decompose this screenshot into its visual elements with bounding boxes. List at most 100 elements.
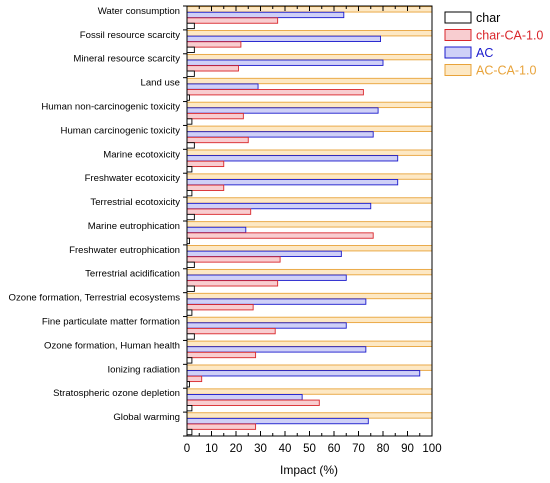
bar-char-7 bbox=[186, 190, 193, 197]
bar-char-ca-1-0-15 bbox=[186, 375, 203, 383]
x-axis-title: Impact (%) bbox=[280, 463, 338, 477]
bar-ac-ca-1-0-14 bbox=[186, 340, 433, 347]
bar-char-4 bbox=[186, 118, 193, 125]
category-label: Water consumption bbox=[98, 6, 180, 17]
x-tick-label: 60 bbox=[328, 443, 341, 455]
bar-ac-ca-1-0-9 bbox=[186, 221, 433, 228]
bar-ac-ca-1-0-12 bbox=[186, 292, 433, 300]
legend-swatch-ac-ca-1-0 bbox=[444, 64, 472, 76]
bar-ac-10 bbox=[186, 250, 342, 257]
bar-ac-ca-1-0-17 bbox=[186, 412, 433, 419]
bar-ac-13 bbox=[186, 322, 347, 329]
bar-ac-15 bbox=[186, 370, 421, 377]
category-label: Fossil resource scarcity bbox=[80, 30, 180, 41]
category-label: Ozone formation, Human health bbox=[44, 340, 180, 351]
bar-char-ca-1-0-9 bbox=[186, 232, 374, 239]
bar-char-17 bbox=[186, 428, 193, 436]
bar-ac-ca-1-0-6 bbox=[186, 149, 433, 156]
bar-ac-0 bbox=[186, 11, 345, 19]
category-label: Fine particulate matter formation bbox=[42, 317, 180, 328]
bar-char-ca-1-0-4 bbox=[186, 112, 244, 120]
bar-ac-ca-1-0-8 bbox=[186, 197, 433, 204]
bar-ac-9 bbox=[186, 226, 247, 234]
bar-char-ca-1-0-6 bbox=[186, 160, 225, 168]
bar-char-ca-1-0-7 bbox=[186, 184, 225, 191]
bar-ac-ca-1-0-2 bbox=[186, 53, 433, 61]
bar-ac-ca-1-0-5 bbox=[186, 125, 433, 132]
bar-ac-ca-1-0-1 bbox=[186, 30, 433, 37]
bar-ac-ca-1-0-3 bbox=[186, 77, 433, 85]
legend-swatch-char bbox=[444, 11, 472, 24]
bar-char-2 bbox=[186, 70, 195, 77]
bar-ac-7 bbox=[186, 179, 399, 186]
bar-char-ca-1-0-17 bbox=[186, 423, 257, 430]
bars-layer bbox=[186, 6, 433, 436]
legend-label: char bbox=[476, 11, 500, 25]
legend: char char-CA-1.0 AC AC-CA-1.0 bbox=[444, 11, 543, 78]
category-label: Ozone formation, Terrestrial ecosystems bbox=[8, 293, 180, 304]
bar-ac-8 bbox=[186, 202, 372, 210]
bar-ac-ca-1-0-7 bbox=[186, 173, 433, 180]
bar-char-5 bbox=[186, 142, 195, 149]
bar-char-14 bbox=[186, 357, 193, 364]
bar-char-ca-1-0-13 bbox=[186, 327, 276, 335]
category-label: Land use bbox=[141, 78, 180, 89]
bar-ac-14 bbox=[186, 346, 367, 353]
category-label: Stratospheric ozone depletion bbox=[53, 388, 180, 399]
bar-ac-ca-1-0-13 bbox=[186, 316, 433, 324]
legend-swatch-char-ca-1-0 bbox=[444, 29, 472, 41]
x-tick-label: 10 bbox=[205, 443, 218, 455]
bar-char-6 bbox=[186, 166, 193, 173]
axis-layer: 0 10 20 30 40 50 60 70 80 90 100 bbox=[183, 5, 442, 455]
bar-char-ca-1-0-12 bbox=[186, 304, 254, 311]
bar-char-ca-1-0-10 bbox=[186, 256, 281, 263]
bar-char-10 bbox=[186, 261, 195, 268]
bar-char-ca-1-0-16 bbox=[186, 399, 320, 406]
x-tick-label: 100 bbox=[422, 443, 441, 455]
category-label: Marine eutrophication bbox=[88, 221, 180, 232]
bar-ac-4 bbox=[186, 107, 379, 114]
category-labels: Water consumption Fossil resource scarcit… bbox=[8, 6, 180, 423]
bar-ac-3 bbox=[186, 83, 259, 90]
x-tick-label: 80 bbox=[377, 443, 390, 455]
x-tick-label: 40 bbox=[279, 443, 292, 455]
bar-char-ca-1-0-1 bbox=[186, 41, 242, 48]
x-tick-label: 90 bbox=[401, 443, 414, 455]
bar-char-ca-1-0-5 bbox=[186, 136, 249, 144]
bar-char-ca-1-0-3 bbox=[186, 89, 364, 96]
bar-ac-16 bbox=[186, 394, 303, 401]
bar-char-11 bbox=[186, 285, 195, 292]
category-label: Mineral resource scarcity bbox=[73, 54, 180, 65]
legend-label: char-CA-1.0 bbox=[476, 29, 543, 43]
bar-char-ca-1-0-8 bbox=[186, 208, 252, 215]
category-label: Human non-carcinogenic toxicity bbox=[41, 102, 180, 113]
category-label: Freshwater ecotoxicity bbox=[85, 173, 181, 184]
category-label: Freshwater eutrophication bbox=[69, 245, 180, 256]
legend-label: AC-CA-1.0 bbox=[476, 64, 536, 78]
x-tick-label: 50 bbox=[303, 443, 316, 455]
bar-char-16 bbox=[186, 405, 193, 412]
bar-char-ca-1-0-14 bbox=[186, 351, 257, 359]
bar-char-8 bbox=[186, 213, 195, 221]
category-label: Terrestrial ecotoxicity bbox=[90, 197, 180, 208]
bar-ac-2 bbox=[186, 59, 384, 66]
x-tick-label: 20 bbox=[230, 443, 243, 455]
bar-char-12 bbox=[186, 309, 193, 316]
bar-ac-1 bbox=[186, 35, 382, 42]
bar-ac-ca-1-0-4 bbox=[186, 101, 433, 109]
category-label: Human carcinogenic toxicity bbox=[61, 125, 181, 136]
category-label: Ionizing radiation bbox=[107, 364, 180, 375]
bar-ac-ca-1-0-16 bbox=[186, 388, 433, 395]
bar-char-1 bbox=[186, 46, 195, 53]
bar-char-ca-1-0-11 bbox=[186, 280, 279, 287]
x-tick-label: 70 bbox=[352, 443, 365, 455]
legend-label: AC bbox=[476, 46, 493, 60]
bar-ac-6 bbox=[186, 155, 399, 162]
category-label: Terrestrial acidification bbox=[85, 269, 180, 280]
category-label: Marine ecotoxicity bbox=[103, 149, 180, 160]
bar-ac-ca-1-0-11 bbox=[186, 268, 433, 276]
bar-ac-ca-1-0-15 bbox=[186, 364, 433, 371]
bar-ac-12 bbox=[186, 298, 367, 305]
bar-char-ca-1-0-2 bbox=[186, 65, 239, 72]
